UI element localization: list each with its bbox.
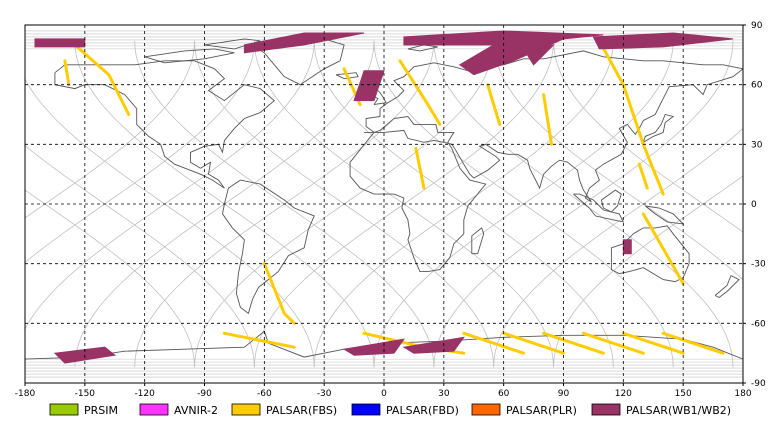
x-tick-label: 30: [438, 389, 450, 399]
swath-wb: [402, 336, 465, 354]
legend-label: AVNIR-2: [174, 404, 218, 417]
y-tick-label: 60: [751, 81, 763, 91]
swath-fbs: [542, 331, 605, 355]
coastline-borneo: [600, 189, 622, 213]
swath-fbs: [73, 43, 131, 116]
legend-swatch: [591, 403, 621, 416]
y-tick-label: -30: [751, 260, 766, 270]
coastline-australia: [610, 225, 690, 283]
legend-swatch: [351, 403, 381, 416]
coastline-new-guinea: [645, 205, 685, 225]
coastline-madagascar: [471, 227, 485, 255]
x-tick-label: 120: [615, 389, 632, 399]
swath-fbs: [262, 262, 296, 325]
coastline-ellesmere: [204, 38, 261, 50]
legend-swatch: [231, 403, 261, 416]
swath-fbs: [414, 146, 426, 190]
coastline-indonesia: [573, 193, 625, 223]
legend-label: PALSAR(FBS): [266, 404, 337, 417]
legend-item: AVNIR-2: [139, 403, 218, 417]
coastline-svalbard: [407, 44, 438, 52]
swath-fbs: [581, 331, 645, 355]
coastline-south-america: [222, 179, 315, 315]
y-axis-ticks: 90 60 30 0 -30 -60 -90: [743, 21, 766, 389]
y-tick-label: 30: [751, 140, 763, 150]
legend-item: PALSAR(WB1/WB2): [591, 403, 731, 417]
y-tick-label: -90: [751, 379, 766, 389]
swath-fbs: [637, 162, 649, 190]
swath-fbs: [597, 39, 665, 196]
x-tick-label: -90: [197, 389, 212, 399]
legend-item: PALSAR(FBS): [231, 403, 337, 417]
swath-fbs: [502, 331, 565, 355]
x-tick-label: 150: [675, 389, 692, 399]
coastline-canadian-arctic: [144, 48, 235, 64]
swath-wb: [243, 32, 365, 54]
legend-item: PALSAR(FBD): [351, 403, 459, 417]
swath-wb: [622, 239, 632, 255]
legend-item: PALSAR(PLR): [471, 403, 577, 417]
x-tick-label: -60: [257, 389, 272, 399]
swath-fbs: [63, 59, 71, 87]
x-axis-ticks: -180 -150 -120 -90 -60 -30 0 30 60 90 120 150 180: [15, 383, 752, 399]
swath-wb: [592, 32, 734, 50]
legend: PRSIM AVNIR-2 PALSAR(FBS) PALSAR(FBD) PALSAR…: [49, 403, 731, 417]
legend-label: PALSAR(PLR): [506, 404, 577, 417]
legend-swatch: [49, 403, 79, 416]
swath-fbs: [398, 59, 442, 126]
coastline-north-america: [54, 60, 275, 189]
coastline-eurasia-africa: [349, 50, 743, 273]
x-tick-label: -30: [317, 389, 332, 399]
x-tick-label: -120: [134, 389, 155, 399]
legend-swatch: [139, 403, 169, 416]
swath-wb: [34, 38, 86, 48]
swath-fbs: [486, 83, 502, 126]
y-tick-label: 0: [751, 200, 757, 210]
coastline-iceland: [335, 72, 359, 80]
swath-wb: [522, 44, 555, 66]
swath-fbs: [621, 331, 685, 355]
swath-fbs: [462, 331, 526, 355]
swath-fbs: [542, 93, 553, 146]
x-tick-label: 0: [381, 389, 387, 399]
legend-label: PRSIM: [84, 404, 118, 417]
legend-swatch: [471, 403, 501, 416]
swath-wb: [353, 70, 385, 102]
x-tick-label: -180: [15, 389, 36, 399]
x-tick-label: 180: [734, 389, 751, 399]
legend-label: PALSAR(WB1/WB2): [626, 404, 731, 417]
swath-fbs: [641, 212, 685, 286]
swath-fbs: [222, 331, 296, 349]
coastline-japan: [642, 113, 675, 143]
swath-fbs: [661, 331, 725, 355]
swath-wb: [342, 338, 406, 356]
y-tick-label: -60: [751, 319, 766, 329]
x-tick-label: -150: [75, 389, 96, 399]
x-tick-label: 90: [558, 389, 570, 399]
legend-item: PRSIM: [49, 403, 118, 417]
x-tick-label: 60: [498, 389, 510, 399]
coastline-new-zealand: [714, 274, 740, 299]
y-tick-label: 90: [751, 21, 763, 31]
legend-label: PALSAR(FBD): [386, 404, 459, 417]
